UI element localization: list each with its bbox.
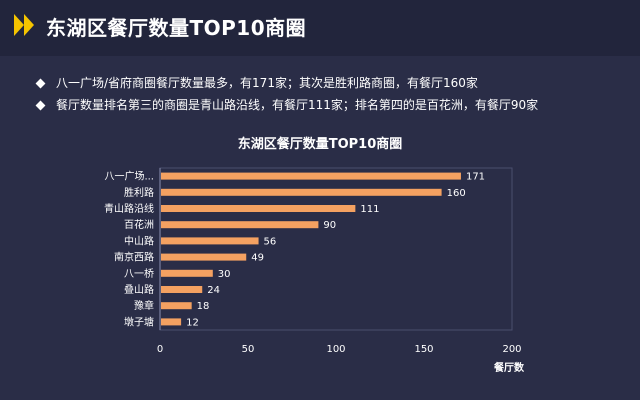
summary-item: 八一广场/省府商圈餐厅数量最多，有171家；其次是胜利路商圈，有餐厅160家	[34, 72, 624, 94]
data-label: 56	[264, 236, 277, 247]
summary-text: 餐厅数量排名第三的商圈是青山路沿线，有餐厅111家；排名第四的是百花洲，有餐厅9…	[56, 98, 539, 112]
x-tick-label: 100	[326, 344, 345, 355]
summary-list: 八一广场/省府商圈餐厅数量最多，有171家；其次是胜利路商圈，有餐厅160家 餐…	[34, 72, 624, 116]
bar	[161, 172, 461, 180]
data-label: 24	[207, 285, 220, 296]
chart-title: 东湖区餐厅数量TOP10商圈	[237, 137, 403, 152]
x-axis-label: 餐厅数	[493, 361, 525, 374]
chevron-right-icon	[24, 14, 34, 36]
data-label: 90	[323, 220, 336, 231]
data-label: 49	[251, 253, 264, 264]
category-label: 中山路	[124, 234, 154, 247]
bar	[161, 302, 192, 310]
bar	[161, 188, 442, 196]
data-label: 160	[447, 188, 466, 199]
x-tick-label: 0	[157, 344, 163, 355]
bar	[161, 253, 247, 261]
summary-item: 餐厅数量排名第三的商圈是青山路沿线，有餐厅111家；排名第四的是百花洲，有餐厅9…	[34, 94, 624, 116]
category-label: 八一广场...	[104, 170, 154, 183]
summary-text: 八一广场/省府商圈餐厅数量最多，有171家；其次是胜利路商圈，有餐厅160家	[56, 76, 478, 90]
category-label: 南京西路	[114, 251, 154, 264]
page-title: 东湖区餐厅数量TOP10商圈	[46, 16, 307, 40]
bar	[161, 286, 203, 293]
category-label: 百花洲	[124, 218, 154, 231]
data-label: 30	[218, 269, 231, 280]
bar	[161, 269, 213, 277]
x-tick-label: 150	[414, 344, 433, 355]
category-label: 墩子塘	[124, 315, 154, 328]
data-label: 12	[186, 317, 199, 328]
bar	[161, 221, 319, 229]
category-label: 八一桥	[124, 268, 154, 280]
category-label: 青山路沿线	[104, 202, 154, 215]
header-bar: 东湖区餐厅数量TOP10商圈	[0, 0, 640, 56]
x-tick-label: 200	[502, 344, 521, 355]
x-tick-label: 50	[242, 344, 255, 355]
category-label: 豫章	[134, 299, 154, 312]
double-chevron-right-icon	[14, 14, 24, 36]
bar	[161, 205, 356, 212]
data-label: 111	[360, 204, 379, 215]
category-label: 叠山路	[124, 283, 154, 296]
category-label: 胜利路	[124, 186, 154, 199]
bar	[161, 318, 182, 326]
bar	[161, 237, 259, 245]
data-label: 171	[466, 172, 485, 183]
data-label: 18	[197, 301, 210, 312]
